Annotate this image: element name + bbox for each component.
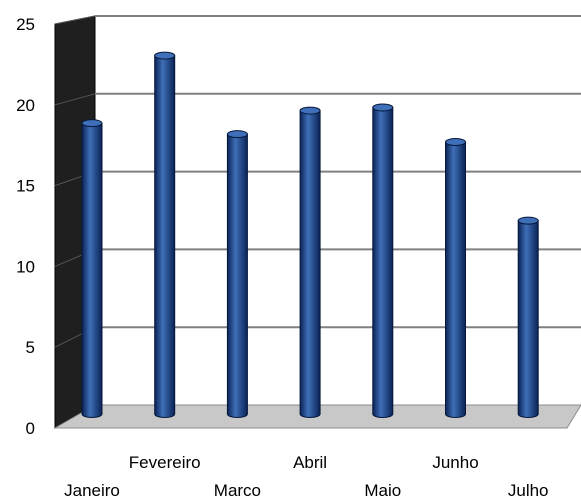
- bar: [517, 216, 539, 418]
- y-tick-label: 0: [26, 419, 35, 438]
- bars: [81, 51, 539, 418]
- x-tick-label: Fevereiro: [129, 453, 201, 472]
- side-gridline: [54, 15, 96, 25]
- bar: [299, 106, 321, 418]
- x-tick-label: Julho: [508, 481, 549, 497]
- y-tick-label: 25: [16, 15, 35, 34]
- bar: [372, 103, 394, 418]
- x-tick-label: Maio: [364, 481, 401, 497]
- bar: [445, 138, 466, 418]
- x-axis: Janeiro Fevereiro Marco Abril Maio Junho Julho: [64, 453, 548, 497]
- back-wall: [95, 16, 581, 405]
- x-tick-label: Abril: [293, 453, 327, 472]
- y-tick-label: 20: [16, 96, 35, 115]
- y-tick-label: 10: [16, 257, 35, 276]
- x-tick-label: Marco: [214, 481, 261, 497]
- side-gridline: [54, 93, 96, 106]
- x-tick-label: Janeiro: [64, 481, 120, 497]
- y-tick-label: 15: [16, 177, 35, 196]
- bar: [154, 51, 176, 418]
- y-tick-label: 5: [26, 338, 35, 357]
- bar: [81, 119, 103, 418]
- bar: [226, 130, 248, 418]
- y-axis: 0 5 10 15 20 25: [16, 15, 35, 438]
- x-tick-label: Junho: [432, 453, 478, 472]
